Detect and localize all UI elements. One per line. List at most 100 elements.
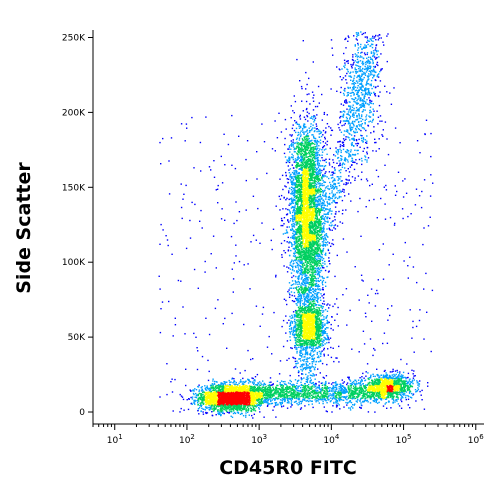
data-point xyxy=(393,380,395,382)
data-point xyxy=(296,192,298,194)
data-point xyxy=(302,199,304,201)
data-point xyxy=(405,380,407,382)
data-point xyxy=(200,404,202,407)
data-point xyxy=(225,403,227,406)
data-point xyxy=(292,198,295,200)
data-point xyxy=(412,393,415,395)
data-point xyxy=(230,404,233,406)
data-point xyxy=(252,407,255,409)
data-point xyxy=(386,385,389,387)
data-point xyxy=(236,391,238,393)
data-point xyxy=(416,380,418,382)
data-point xyxy=(236,401,238,403)
data-point xyxy=(384,384,386,386)
data-point xyxy=(393,381,396,384)
data-point xyxy=(307,166,310,169)
data-point xyxy=(189,389,191,391)
data-point xyxy=(279,209,281,211)
data-point xyxy=(293,182,295,184)
data-point xyxy=(380,388,382,390)
data-point xyxy=(291,225,293,227)
data-point xyxy=(240,410,243,412)
data-point xyxy=(206,401,208,403)
data-point xyxy=(224,392,226,394)
data-point xyxy=(396,395,398,397)
data-point xyxy=(297,197,300,199)
data-point xyxy=(393,373,395,376)
data-point xyxy=(324,181,327,183)
data-point xyxy=(209,403,211,405)
data-point xyxy=(322,243,325,245)
data-point xyxy=(401,391,404,394)
data-point xyxy=(295,257,298,260)
data-point xyxy=(393,382,395,385)
data-point xyxy=(209,396,211,398)
data-point xyxy=(421,399,423,401)
data-point xyxy=(295,281,297,283)
data-point xyxy=(218,399,220,401)
data-point xyxy=(373,380,375,383)
data-point xyxy=(312,134,314,136)
data-point xyxy=(197,410,199,412)
data-point xyxy=(310,279,312,281)
data-point xyxy=(229,410,231,413)
data-point xyxy=(222,396,224,398)
data-point xyxy=(376,394,379,396)
data-point xyxy=(385,372,387,374)
data-point xyxy=(386,382,389,384)
data-point xyxy=(200,399,203,401)
data-point xyxy=(230,415,232,417)
data-point xyxy=(289,168,292,170)
data-point xyxy=(397,403,400,405)
data-point xyxy=(312,261,314,263)
data-point xyxy=(233,386,235,388)
data-point xyxy=(392,380,395,383)
data-point xyxy=(380,389,382,391)
data-point xyxy=(369,384,371,386)
data-point xyxy=(303,273,305,275)
data-point xyxy=(390,379,392,382)
data-point xyxy=(315,294,318,296)
data-point xyxy=(301,269,304,271)
data-point xyxy=(190,390,192,392)
data-point xyxy=(254,380,256,382)
data-point xyxy=(318,164,321,166)
data-point xyxy=(300,153,303,155)
data-point xyxy=(197,398,199,401)
data-point xyxy=(296,162,299,164)
data-point xyxy=(316,249,318,251)
data-point xyxy=(314,127,316,129)
data-point xyxy=(200,397,202,399)
data-point xyxy=(228,398,230,400)
data-point xyxy=(224,384,227,386)
data-point xyxy=(238,400,241,403)
data-point xyxy=(314,191,316,194)
data-point xyxy=(231,384,233,387)
data-point xyxy=(374,391,376,393)
data-point xyxy=(235,402,237,405)
data-point xyxy=(299,298,302,300)
data-point xyxy=(200,394,202,397)
data-point xyxy=(205,412,207,415)
data-point xyxy=(382,380,385,383)
data-point xyxy=(202,402,205,405)
data-point xyxy=(403,388,405,390)
data-point xyxy=(271,402,274,405)
data-point xyxy=(243,403,245,406)
data-point xyxy=(219,394,221,396)
data-point xyxy=(304,289,306,291)
data-point xyxy=(191,398,194,400)
data-point xyxy=(377,387,379,389)
data-point xyxy=(216,405,218,407)
data-point xyxy=(321,302,324,305)
data-point xyxy=(258,408,261,410)
data-point xyxy=(180,395,183,397)
data-point xyxy=(325,158,327,160)
data-point xyxy=(223,390,225,392)
data-point xyxy=(200,404,202,406)
data-point xyxy=(319,211,321,213)
data-point xyxy=(387,389,390,391)
data-point xyxy=(266,405,269,407)
data-point xyxy=(402,377,404,379)
data-point xyxy=(216,398,219,400)
